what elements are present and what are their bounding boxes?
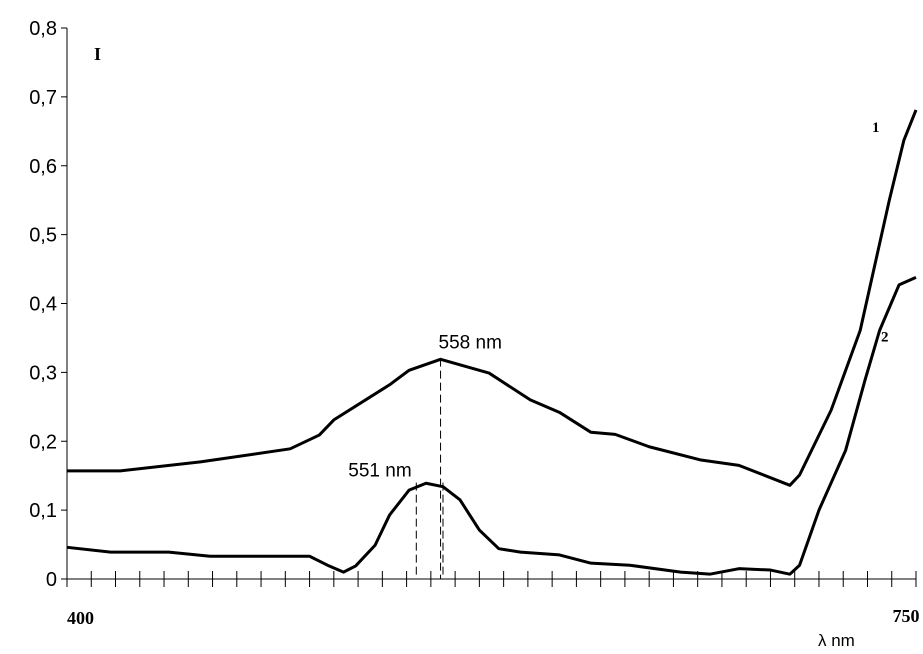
annotation: 551 nm [348,461,411,482]
series-line [67,109,918,487]
y-tick-label: 0 [46,569,57,591]
x-tick-label: 750 [893,606,920,626]
y-tick-label: 0,3 [29,362,57,384]
y-tick-label: 0,5 [29,225,57,247]
y-tick-label: 0,4 [29,294,57,316]
x-axis-label: λ nm [818,631,855,650]
x-tick-label: 400 [67,608,94,628]
annotation: 558 nm [439,333,502,354]
y-tick-label: 0,6 [29,156,57,178]
y-tick-label: 0,7 [29,87,57,109]
y-tick-label: 0,2 [29,431,57,453]
series-label: 1 [872,120,880,136]
y-tick-label: 0,8 [29,18,57,40]
y-axis-label: I [94,44,101,64]
series-label: 2 [881,329,889,345]
y-tick-label: 0,1 [29,500,57,522]
series-line [66,275,917,576]
